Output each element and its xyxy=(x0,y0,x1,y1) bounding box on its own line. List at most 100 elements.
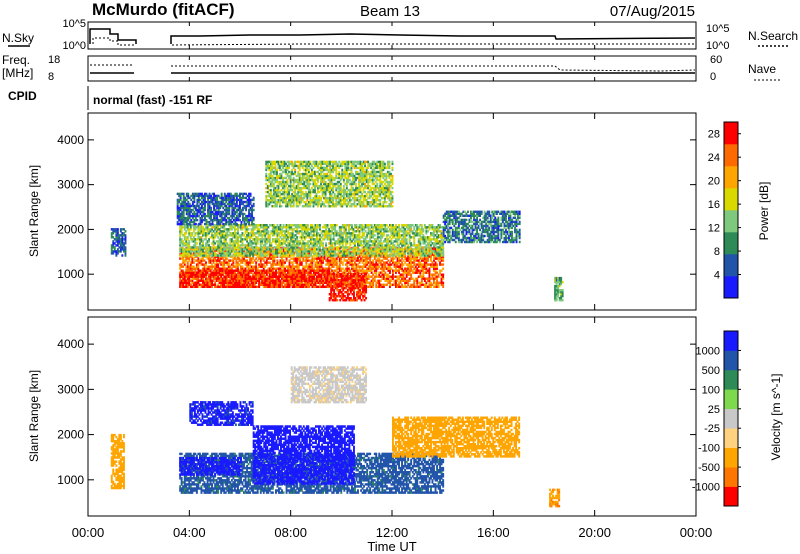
power-cell-0 xyxy=(319,281,321,285)
power-cell-2 xyxy=(365,274,368,278)
power-cell-3 xyxy=(331,228,334,231)
power-cell-3 xyxy=(291,228,294,231)
power-cell-0 xyxy=(317,265,320,268)
power-cell-0 xyxy=(434,273,437,276)
power-cell-3 xyxy=(200,236,203,239)
power-cell-0 xyxy=(361,271,364,274)
power-cell-1 xyxy=(227,279,230,283)
power-cell-0 xyxy=(208,267,211,270)
power-cell-1 xyxy=(244,275,247,278)
power-cell-3 xyxy=(314,246,317,249)
power-cell-3 xyxy=(276,240,279,243)
power-cell-3 xyxy=(267,230,270,233)
power-cell-3 xyxy=(179,234,182,237)
power-cell-3 xyxy=(262,226,265,229)
power-cell-0 xyxy=(303,277,306,280)
power-cell-3 xyxy=(381,226,384,229)
power-cell-0 xyxy=(399,281,402,285)
power-cell-0 xyxy=(233,257,236,260)
power-cell-3 xyxy=(325,230,328,233)
power-cell-2 xyxy=(330,284,333,288)
power-cell-0 xyxy=(309,249,312,252)
power-cell-3 xyxy=(237,232,239,235)
power-cell-0 xyxy=(367,267,370,270)
power-cell-0 xyxy=(338,247,341,250)
power-cell-0 xyxy=(189,267,192,270)
power-cell-1 xyxy=(194,275,197,278)
power-cell-0 xyxy=(367,257,370,260)
power-cell-3 xyxy=(264,246,267,249)
power-cell-3 xyxy=(382,250,385,253)
power-cell-0 xyxy=(227,259,230,262)
power-cell-2 xyxy=(346,284,349,288)
power-cell-1 xyxy=(180,271,183,274)
power-cell-0 xyxy=(360,265,363,268)
power-cell-0 xyxy=(352,283,355,287)
power-cell-3 xyxy=(250,242,253,245)
power-cell-0 xyxy=(337,267,340,270)
power-cell-3 xyxy=(241,228,244,231)
power-cell-3 xyxy=(296,240,299,243)
power-cell-3 xyxy=(331,226,334,229)
power-cell-0 xyxy=(423,283,426,287)
power-cell-3 xyxy=(259,242,262,245)
power-cell-1 xyxy=(200,275,203,278)
power-cell-0 xyxy=(203,271,206,274)
power-cell-3 xyxy=(352,254,355,257)
power-cell-3 xyxy=(192,238,195,241)
power-cell-3 xyxy=(250,244,253,247)
power-cell-3 xyxy=(267,234,270,237)
power-cell-1 xyxy=(285,279,288,283)
power-cell-3 xyxy=(233,246,236,249)
power-cell-0 xyxy=(376,285,379,289)
power-cell-0 xyxy=(361,269,364,272)
power-cell-3 xyxy=(314,228,317,231)
power-cell-3 xyxy=(390,246,393,249)
power-cell-3 xyxy=(273,246,276,249)
power-cell-0 xyxy=(226,285,229,289)
power-cell-3 xyxy=(264,236,267,239)
power-cell-3 xyxy=(203,234,206,237)
power-cell-3 xyxy=(352,238,355,241)
power-cell-3 xyxy=(340,246,343,249)
power-cell-3 xyxy=(347,252,350,255)
power-cell-3 xyxy=(340,250,343,253)
power-cell-3 xyxy=(297,224,300,227)
power-cell-3 xyxy=(221,234,224,237)
power-cell-1 xyxy=(230,283,233,287)
power-cell-3 xyxy=(357,230,359,233)
power-cell-1 xyxy=(232,285,235,289)
power-cell-3 xyxy=(344,238,347,241)
power-cell-3 xyxy=(303,224,306,227)
power-cell-0 xyxy=(309,259,312,262)
power-cell-3 xyxy=(247,254,250,257)
power-cell-0 xyxy=(379,271,382,274)
power-cell-1 xyxy=(319,273,321,276)
power-cell-3 xyxy=(337,250,340,253)
power-cell-0 xyxy=(372,283,375,287)
power-cell-1 xyxy=(262,273,265,276)
power-cell-0 xyxy=(320,279,323,283)
power-cell-3 xyxy=(358,238,361,241)
power-cell-3 xyxy=(395,226,397,229)
power-cell-3 xyxy=(218,254,221,257)
power-cell-3 xyxy=(241,234,244,237)
power-cell-2 xyxy=(336,286,339,290)
power-cell-3 xyxy=(282,224,285,227)
power-cell-3 xyxy=(316,244,318,247)
power-cell-3 xyxy=(200,254,203,257)
power-cell-0 xyxy=(218,261,221,264)
power-cell-3 xyxy=(395,228,397,231)
power-cell-0 xyxy=(296,261,299,264)
power-cell-3 xyxy=(268,240,271,243)
power-cell-1 xyxy=(221,271,224,274)
power-cell-0 xyxy=(235,263,238,266)
power-cell-0 xyxy=(389,275,391,278)
power-cell-3 xyxy=(376,236,379,239)
power-cell-0 xyxy=(372,279,375,283)
power-cell-3 xyxy=(363,232,366,235)
power-cell-2 xyxy=(333,293,336,296)
power-cell-0 xyxy=(419,281,422,285)
power-cell-3 xyxy=(199,240,201,243)
power-cell-3 xyxy=(265,248,268,251)
